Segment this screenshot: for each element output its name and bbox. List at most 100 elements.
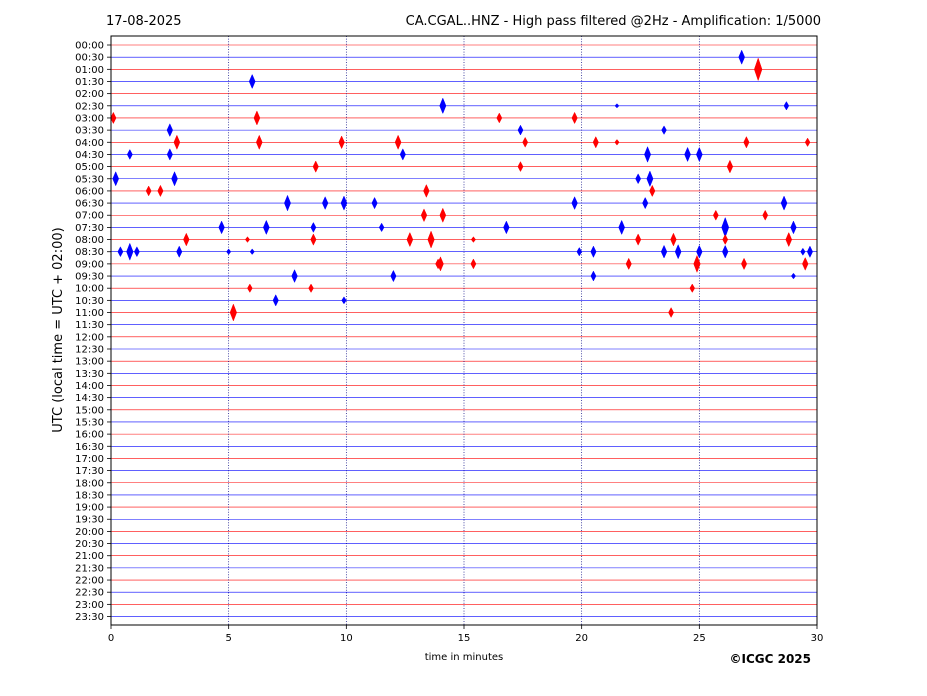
event-mark bbox=[420, 208, 428, 223]
event-mark bbox=[522, 136, 529, 148]
event-mark bbox=[171, 171, 178, 187]
event-mark bbox=[310, 221, 317, 233]
event-mark bbox=[399, 148, 406, 161]
event-mark bbox=[439, 97, 447, 115]
event-mark bbox=[689, 283, 696, 293]
event-mark bbox=[804, 137, 811, 147]
event-mark bbox=[166, 148, 173, 161]
y-tick-label: 07:00 bbox=[75, 211, 104, 222]
event-mark bbox=[635, 173, 642, 185]
y-tick-label: 15:00 bbox=[75, 405, 104, 416]
event-mark bbox=[245, 236, 250, 243]
event-mark bbox=[145, 185, 152, 197]
y-tick-label: 09:00 bbox=[75, 259, 104, 270]
event-mark bbox=[166, 123, 173, 138]
event-mark bbox=[126, 149, 133, 160]
event-mark bbox=[642, 196, 649, 210]
y-tick-label: 11:30 bbox=[75, 320, 104, 331]
y-tick-label: 12:30 bbox=[75, 345, 104, 356]
event-mark bbox=[741, 257, 748, 271]
event-mark bbox=[390, 269, 397, 283]
x-tick-label: 25 bbox=[693, 633, 706, 644]
y-tick-label: 17:00 bbox=[75, 454, 104, 465]
event-mark bbox=[738, 49, 745, 65]
seismic-events bbox=[110, 49, 813, 322]
y-tick-label: 23:00 bbox=[75, 600, 104, 611]
event-mark bbox=[312, 160, 319, 173]
event-mark bbox=[183, 232, 190, 247]
event-mark bbox=[496, 112, 503, 124]
event-mark bbox=[263, 219, 270, 236]
event-mark bbox=[785, 231, 793, 248]
date-label: 17-08-2025 bbox=[106, 14, 182, 29]
y-tick-label: 14:30 bbox=[75, 393, 104, 404]
event-mark bbox=[423, 184, 430, 198]
event-mark bbox=[722, 244, 729, 259]
event-mark bbox=[571, 111, 578, 125]
event-mark bbox=[800, 247, 806, 256]
event-mark bbox=[576, 247, 583, 257]
x-tick-label: 0 bbox=[108, 633, 114, 644]
y-tick-label: 17:30 bbox=[75, 466, 104, 477]
y-tick-label: 13:30 bbox=[75, 369, 104, 380]
event-mark bbox=[226, 248, 232, 255]
event-mark bbox=[253, 110, 261, 126]
event-mark bbox=[308, 283, 314, 293]
y-tick-label: 18:00 bbox=[75, 478, 104, 489]
event-mark bbox=[635, 233, 642, 246]
y-tick-label: 14:00 bbox=[75, 381, 104, 392]
event-mark bbox=[470, 258, 477, 270]
event-mark bbox=[590, 270, 597, 282]
event-mark bbox=[674, 244, 682, 260]
y-tick-label: 19:30 bbox=[75, 515, 104, 526]
y-tick-label: 08:30 bbox=[75, 247, 104, 258]
event-mark bbox=[249, 248, 255, 255]
x-tick-label: 15 bbox=[458, 633, 471, 644]
event-mark bbox=[592, 136, 599, 149]
event-mark bbox=[618, 219, 625, 236]
y-tick-label: 10:00 bbox=[75, 284, 104, 295]
x-tick-label: 10 bbox=[340, 633, 353, 644]
y-tick-label: 08:00 bbox=[75, 235, 104, 246]
event-mark bbox=[439, 207, 447, 223]
y-tick-label: 13:00 bbox=[75, 357, 104, 368]
event-mark bbox=[371, 196, 378, 210]
event-mark bbox=[112, 171, 119, 187]
y-tick-label: 11:00 bbox=[75, 308, 104, 319]
event-mark bbox=[790, 272, 796, 280]
x-axis-ticks: 0 5 10 15 20 25 30 bbox=[108, 625, 823, 644]
y-tick-label: 21:00 bbox=[75, 551, 104, 562]
event-mark bbox=[646, 170, 654, 188]
y-tick-label: 04:30 bbox=[75, 150, 104, 161]
y-tick-label: 22:00 bbox=[75, 576, 104, 587]
event-mark bbox=[649, 184, 656, 198]
event-mark bbox=[790, 220, 797, 235]
x-axis-label: time in minutes bbox=[425, 652, 504, 663]
y-tick-label: 06:30 bbox=[75, 199, 104, 210]
y-tick-label: 10:30 bbox=[75, 296, 104, 307]
event-mark bbox=[110, 111, 117, 125]
event-mark bbox=[780, 195, 788, 211]
chart-title: CA.CGAL..HNZ - High pass filtered @2Hz -… bbox=[406, 14, 821, 29]
y-tick-label: 16:00 bbox=[75, 430, 104, 441]
event-mark bbox=[378, 222, 385, 233]
y-tick-label: 19:00 bbox=[75, 503, 104, 514]
event-mark bbox=[517, 124, 524, 136]
y-tick-label: 00:00 bbox=[75, 41, 104, 52]
y-tick-label: 09:30 bbox=[75, 272, 104, 283]
event-mark bbox=[660, 244, 668, 259]
y-tick-label: 07:30 bbox=[75, 223, 104, 234]
event-mark bbox=[668, 307, 674, 318]
y-tick-label: 21:30 bbox=[75, 563, 104, 574]
y-tick-label: 01:30 bbox=[75, 77, 104, 88]
event-mark bbox=[712, 209, 719, 221]
y-tick-label: 03:30 bbox=[75, 126, 104, 137]
event-mark bbox=[427, 230, 435, 249]
event-mark bbox=[571, 196, 578, 210]
y-tick-label: 04:00 bbox=[75, 138, 104, 149]
event-mark bbox=[783, 101, 790, 111]
y-tick-label: 05:30 bbox=[75, 174, 104, 185]
y-tick-label: 01:00 bbox=[75, 65, 104, 76]
